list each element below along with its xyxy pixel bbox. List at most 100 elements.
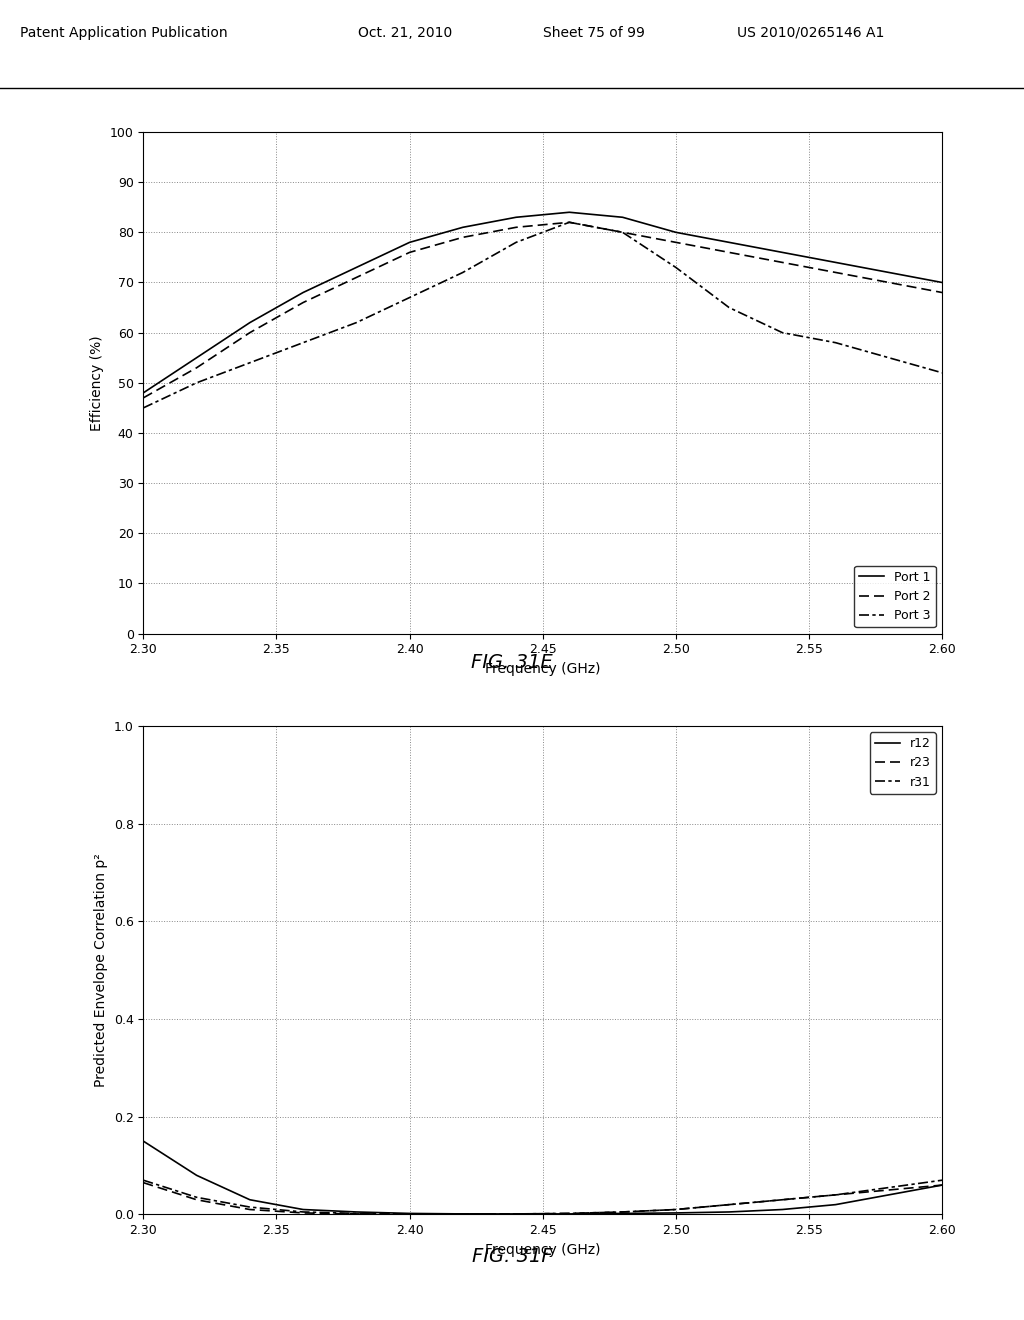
Port 1 [670,224,682,240]
Port 2 [883,275,895,290]
Port 2 [616,224,629,240]
r31 [670,1201,682,1217]
Port 1 [297,285,309,301]
Line: Port 1: Port 1 [143,213,942,393]
r12 [137,1133,150,1148]
r31 [883,1180,895,1196]
Port 1 [883,264,895,280]
Port 1 [563,205,575,220]
r12 [297,1201,309,1217]
r31 [190,1189,203,1205]
Port 3 [137,400,150,416]
r12 [776,1201,788,1217]
r23 [350,1206,362,1222]
r12 [457,1206,469,1222]
Port 2 [563,214,575,230]
Text: Sheet 75 of 99: Sheet 75 of 99 [543,26,644,40]
Port 3 [297,335,309,351]
Port 1 [936,275,948,290]
Text: Oct. 21, 2010: Oct. 21, 2010 [358,26,453,40]
Legend: Port 1, Port 2, Port 3: Port 1, Port 2, Port 3 [854,566,936,627]
r23 [883,1183,895,1199]
Port 3 [616,224,629,240]
Port 3 [563,214,575,230]
Port 3 [457,264,469,280]
Y-axis label: Efficiency (%): Efficiency (%) [90,335,104,430]
r31 [563,1205,575,1221]
Text: FIG. 31E: FIG. 31E [471,653,553,672]
r12 [883,1187,895,1203]
Port 2 [350,269,362,285]
Port 3 [403,289,416,305]
Port 2 [244,325,256,341]
Port 3 [510,235,522,251]
r23 [563,1205,575,1221]
Line: Port 3: Port 3 [143,222,942,408]
Port 2 [936,285,948,301]
r23 [829,1187,842,1203]
Port 1 [723,235,735,251]
Port 1 [244,314,256,330]
r31 [403,1206,416,1222]
Port 1 [190,350,203,366]
Port 2 [190,360,203,376]
Port 2 [829,264,842,280]
Port 1 [350,260,362,276]
r23 [190,1192,203,1208]
Port 2 [403,244,416,260]
Port 1 [137,385,150,401]
Port 1 [616,210,629,226]
Port 3 [190,375,203,391]
Port 2 [297,294,309,310]
Line: r12: r12 [143,1140,942,1214]
r23 [616,1204,629,1220]
Port 3 [244,355,256,371]
r23 [510,1206,522,1222]
Port 1 [457,219,469,235]
Port 3 [829,335,842,351]
r31 [829,1187,842,1203]
Text: FIG. 31F: FIG. 31F [472,1247,552,1266]
r12 [563,1206,575,1222]
r31 [776,1192,788,1208]
r12 [244,1192,256,1208]
Line: Port 2: Port 2 [143,222,942,397]
Y-axis label: Predicted Envelope Correlation p²: Predicted Envelope Correlation p² [94,853,109,1088]
Port 2 [457,230,469,246]
Text: US 2010/0265146 A1: US 2010/0265146 A1 [737,26,885,40]
Text: Patent Application Publication: Patent Application Publication [20,26,228,40]
Port 3 [670,260,682,276]
Port 3 [723,300,735,315]
r23 [670,1201,682,1217]
r23 [723,1197,735,1213]
Port 3 [776,325,788,341]
r23 [297,1205,309,1221]
r23 [403,1206,416,1222]
Port 2 [670,235,682,251]
Port 2 [723,244,735,260]
r31 [510,1206,522,1222]
r12 [190,1167,203,1183]
r31 [936,1172,948,1188]
r12 [403,1205,416,1221]
r12 [510,1206,522,1222]
Port 1 [403,235,416,251]
Port 2 [137,389,150,405]
r23 [244,1201,256,1217]
Port 3 [883,350,895,366]
r31 [137,1172,150,1188]
r12 [829,1197,842,1213]
r31 [350,1205,362,1221]
r12 [723,1204,735,1220]
Port 2 [510,219,522,235]
Port 1 [510,210,522,226]
Port 3 [350,314,362,330]
Legend: r12, r23, r31: r12, r23, r31 [870,733,936,793]
r12 [936,1177,948,1193]
r23 [457,1206,469,1222]
r23 [776,1192,788,1208]
r23 [936,1177,948,1193]
r31 [244,1199,256,1214]
r31 [723,1197,735,1213]
X-axis label: Frequency (GHz): Frequency (GHz) [485,661,600,676]
